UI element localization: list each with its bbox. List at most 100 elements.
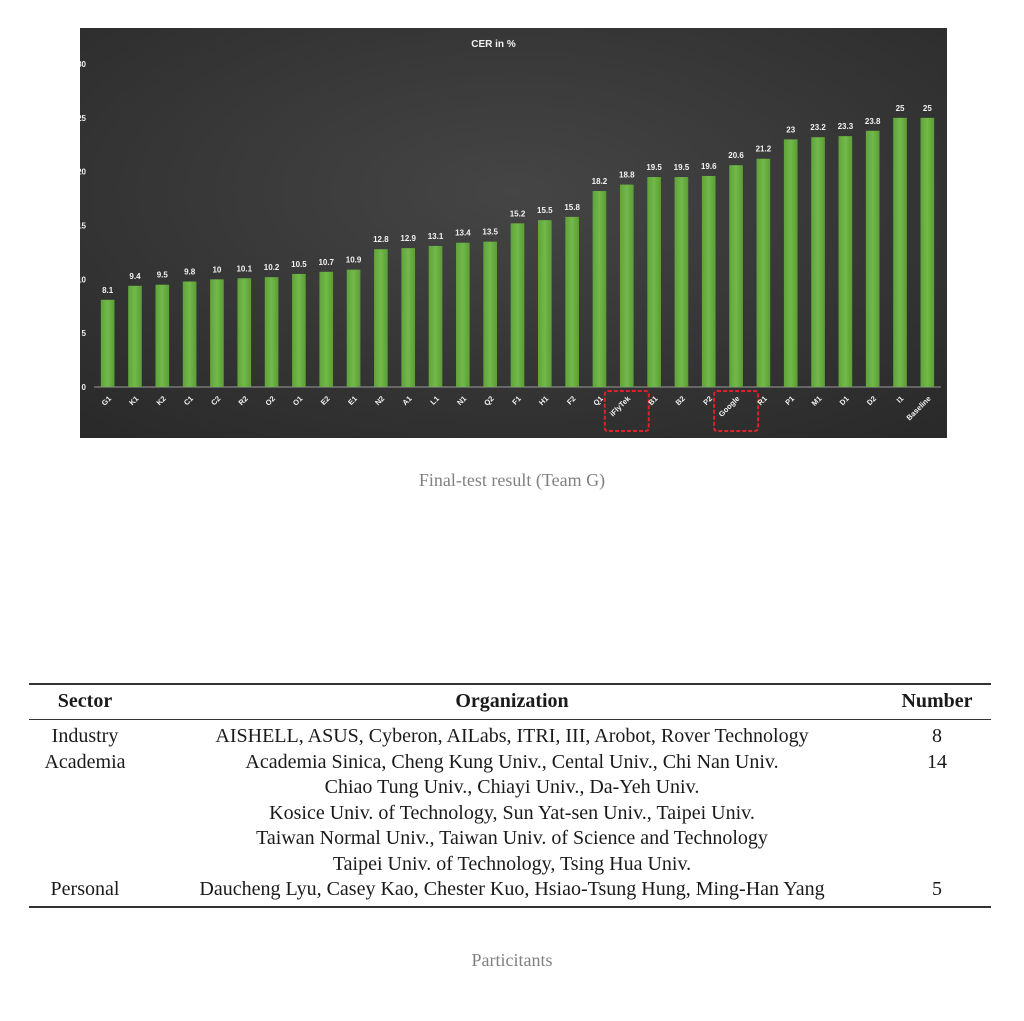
organization-line: Taiwan Normal Univ., Taiwan Univ. of Sci… [256, 827, 768, 849]
organization-line: Academia Sinica, Cheng Kung Univ., Centa… [245, 750, 779, 773]
cell-organization: AISHELL, ASUS, Cyberon, AILabs, ITRI, II… [141, 720, 883, 750]
table-row: Industry AISHELL, ASUS, Cyberon, AILabs,… [29, 720, 991, 750]
bar [674, 177, 689, 387]
bar-value-label: 15.8 [564, 203, 580, 212]
bar-value-label: 18.8 [619, 171, 635, 180]
chart-svg: CER in %0510152025308.1G19.4K19.5K29.8C1… [80, 28, 947, 438]
organization-line: AISHELL, ASUS, Cyberon, AILabs, ITRI, II… [215, 725, 809, 747]
bar [893, 117, 907, 387]
header-number: Number [901, 690, 973, 712]
bar-value-label: 25 [923, 104, 932, 113]
bar [783, 139, 798, 387]
bar [155, 284, 170, 387]
y-tick-label: 30 [80, 60, 87, 69]
bar [374, 249, 388, 387]
bar-value-label: 19.5 [646, 163, 662, 172]
bar-value-label: 13.1 [428, 232, 444, 241]
bar [647, 177, 661, 387]
bar [701, 175, 716, 387]
bar [592, 191, 607, 387]
bar [428, 245, 443, 387]
bar [920, 117, 935, 387]
table-row: Academia Academia Sinica, Cheng Kung Uni… [29, 750, 991, 878]
cell-organization: Daucheng Lyu, Casey Kao, Chester Kuo, Hs… [141, 877, 883, 908]
bar [182, 281, 197, 387]
bar-value-label: 19.5 [674, 163, 690, 172]
bar [537, 220, 552, 387]
bar [838, 136, 853, 387]
bar [128, 285, 142, 387]
highlight-box [603, 390, 650, 432]
figure-caption: Final-test result (Team G) [418, 470, 606, 490]
organization-line: Kosice Univ. of Technology, Sun Yat-sen … [269, 801, 755, 824]
bar [619, 184, 634, 387]
bar-value-label: 13.4 [455, 229, 471, 238]
bar [510, 223, 525, 387]
bar-value-label: 20.6 [728, 151, 744, 160]
y-tick-label: 0 [82, 383, 87, 392]
bar-value-label: 15.5 [537, 206, 553, 215]
bar-value-label: 13.5 [482, 228, 498, 237]
bar [729, 165, 743, 387]
bar-value-label: 21.2 [756, 145, 772, 154]
y-tick-label: 15 [80, 222, 87, 231]
header-organization: Organization [455, 690, 569, 712]
bar [292, 273, 306, 387]
bar-value-label: 10.9 [346, 256, 362, 265]
organization-line: Daucheng Lyu, Casey Kao, Chester Kuo, Hs… [199, 878, 825, 900]
bar-value-label: 23.2 [810, 123, 826, 132]
cer-bar-chart: CER in %0510152025308.1G19.4K19.5K29.8C1… [80, 28, 947, 438]
x-tick-label: I1 [895, 394, 906, 405]
bar-value-label: 10.5 [291, 260, 307, 269]
bar [483, 241, 498, 387]
bar [346, 269, 361, 387]
cell-sector: Personal [29, 877, 141, 908]
bar [100, 299, 115, 387]
table-header-row: Sector Organization Number [29, 684, 991, 720]
bar-value-label: 23.8 [865, 117, 881, 126]
cell-number: 8 [932, 725, 942, 747]
y-tick-label: 5 [82, 329, 87, 338]
chart-title: CER in % [471, 39, 516, 50]
cell-sector: Academia [44, 750, 126, 773]
table-caption: Particitants [471, 950, 553, 970]
participants-table: Sector Organization Number Industry AISH… [29, 683, 991, 908]
y-tick-label: 25 [80, 114, 87, 123]
bar-value-label: 10.1 [236, 264, 252, 273]
bar-value-label: 8.1 [102, 286, 114, 295]
participants-table-block: Sector Organization Number Industry AISH… [29, 683, 991, 908]
bar-value-label: 10.7 [318, 258, 334, 267]
highlight-box [713, 390, 760, 432]
bar [865, 130, 880, 387]
bar [264, 277, 279, 387]
bar-value-label: 18.2 [592, 177, 608, 186]
cell-organization: Academia Sinica, Cheng Kung Univ., Centa… [141, 750, 883, 878]
bar [565, 216, 579, 387]
bar [811, 137, 825, 387]
bar-value-label: 12.8 [373, 235, 389, 244]
table-row: Personal Daucheng Lyu, Casey Kao, Cheste… [29, 877, 991, 908]
bar-value-label: 23 [786, 125, 795, 134]
organization-line: Taipei Univ. of Technology, Tsing Hua Un… [332, 852, 692, 875]
bar-value-label: 12.9 [400, 234, 416, 243]
bar-value-label: 25 [896, 104, 905, 113]
bar-value-label: 19.6 [701, 162, 717, 171]
bar-value-label: 10.2 [264, 263, 280, 272]
y-tick-label: 10 [80, 275, 87, 284]
bar-value-label: 10 [212, 265, 221, 274]
bar [319, 271, 334, 387]
cell-sector: Industry [51, 725, 119, 747]
bar-value-label: 9.8 [184, 267, 196, 276]
cell-number: 5 [883, 877, 991, 908]
y-tick-label: 20 [80, 168, 87, 177]
organization-line: Chiao Tung Univ., Chiayi Univ., Da-Yeh U… [324, 776, 700, 798]
bar [210, 279, 224, 387]
bar-value-label: 9.4 [129, 272, 141, 281]
bar-value-label: 15.2 [510, 209, 526, 218]
bar [456, 242, 470, 387]
bar [756, 158, 771, 387]
cell-number: 14 [927, 750, 947, 773]
bar-value-label: 23.3 [838, 122, 854, 131]
header-sector: Sector [57, 690, 113, 712]
bar-value-label: 9.5 [157, 271, 169, 280]
